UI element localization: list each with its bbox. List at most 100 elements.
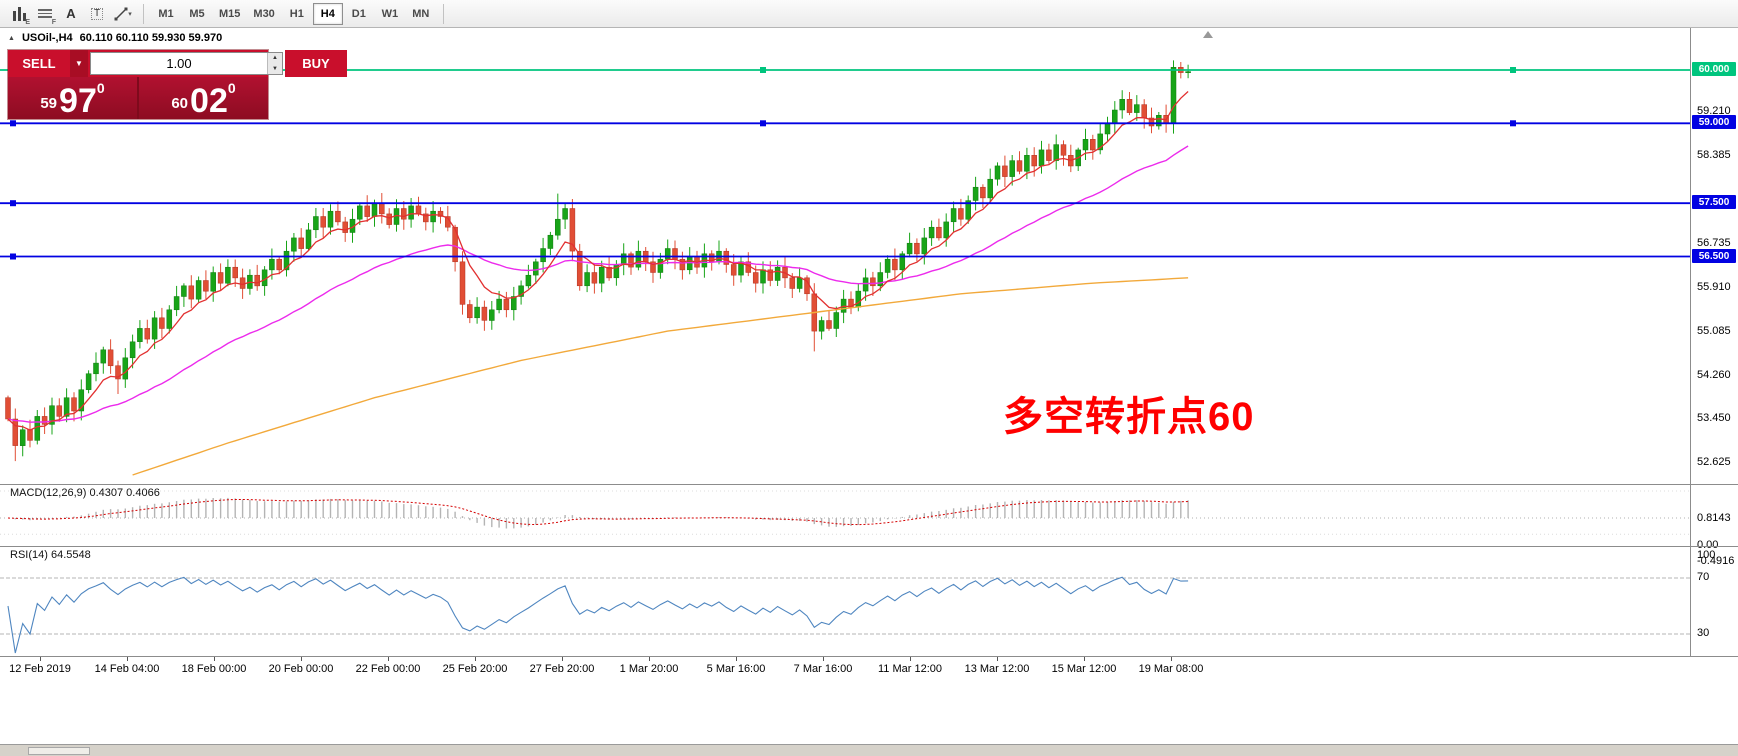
time-tick (1084, 657, 1085, 661)
timeframe-toolbar: M1 M5 M15 M30 H1 H4 D1 W1 MN (151, 2, 436, 25)
price-tick-label: 53.450 (1697, 412, 1731, 424)
price-tick-label: 59.210 (1697, 105, 1731, 117)
volume-input[interactable] (91, 53, 267, 74)
time-tick (997, 657, 998, 661)
rsi-scale-label: 70 (1697, 571, 1710, 583)
panel-separator[interactable] (0, 546, 1738, 547)
price-tick-label: 58.385 (1697, 149, 1731, 161)
chart-shift-marker-icon[interactable] (1203, 31, 1213, 38)
time-tick (127, 657, 128, 661)
price-line-badge: 57.500 (1692, 195, 1736, 209)
toolbar-separator (143, 3, 144, 24)
macd-header: MACD(12,26,9) 0.4307 0.4066 (10, 487, 160, 499)
price-line-badge: 56.500 (1692, 249, 1736, 263)
price-line-badge: 60.000 (1692, 62, 1736, 76)
timeframe-button-m5[interactable]: M5 (182, 3, 212, 25)
candlestick-chart-icon[interactable]: E (6, 2, 32, 26)
price-scale[interactable]: 59.210 58.385 56.735 55.910 55.085 54.260 53.4… (1691, 28, 1738, 656)
time-tick (649, 657, 650, 661)
sell-button[interactable]: SELL (8, 50, 70, 77)
timeframe-button-m15[interactable]: M15 (213, 3, 246, 25)
rsi-indicator-chart[interactable] (0, 546, 1690, 656)
price-line-badge: 59.000 (1692, 115, 1736, 129)
time-axis-label: 12 Feb 2019 (9, 663, 71, 675)
time-tick (1171, 657, 1172, 661)
text-label-icon[interactable]: A (58, 2, 84, 26)
icon-sub-label: F (51, 18, 56, 26)
trade-prices-row: 59 97 0 60 02 0 (8, 77, 268, 119)
time-axis-label: 22 Feb 00:00 (355, 663, 421, 675)
diagonal-line-glyph (114, 7, 128, 20)
one-click-trading-panel: SELL ▼ ▲ ▼ BUY 59 97 0 60 02 0 (8, 50, 347, 119)
time-tick (214, 657, 215, 661)
rsi-scale-label: 30 (1697, 627, 1710, 639)
time-tick (475, 657, 476, 661)
time-axis-label: 7 Mar 16:00 (793, 663, 853, 675)
timeframe-button-m30[interactable]: M30 (247, 3, 280, 25)
buy-button[interactable]: BUY (285, 50, 347, 77)
time-tick (40, 657, 41, 661)
timeframe-button-h4[interactable]: H4 (312, 2, 343, 25)
trade-controls-row: SELL ▼ ▲ ▼ BUY (8, 50, 347, 77)
time-axis-label: 1 Mar 20:00 (619, 663, 679, 675)
status-bar-box (28, 747, 90, 755)
volume-dropdown-button[interactable]: ▼ (70, 50, 88, 77)
dropdown-caret-icon: ▾ (128, 10, 132, 18)
time-axis-label: 25 Feb 20:00 (442, 663, 508, 675)
time-axis-label: 15 Mar 12:00 (1051, 663, 1117, 675)
timeframe-button-mn[interactable]: MN (406, 3, 436, 25)
time-axis-label: 19 Mar 08:00 (1138, 663, 1204, 675)
line-list-icon[interactable]: F (32, 2, 58, 26)
volume-decrease-button[interactable]: ▼ (268, 63, 282, 74)
macd-scale-label: 0.8143 (1697, 512, 1731, 524)
icon-sub-label: E (25, 18, 30, 26)
text-box-icon[interactable]: T (84, 2, 110, 26)
price-tick-label: 52.625 (1697, 456, 1731, 468)
price-tick-label: 55.910 (1697, 281, 1731, 293)
lines-glyph (38, 9, 52, 18)
rsi-header: RSI(14) 64.5548 (10, 549, 91, 561)
volume-spinner: ▲ ▼ (267, 53, 282, 74)
draw-tool-icon[interactable]: ▾ (110, 2, 136, 26)
time-axis-label: 18 Feb 00:00 (181, 663, 247, 675)
candles-glyph (12, 6, 26, 21)
chart-annotation-text: 多空转折点60 (1003, 395, 1255, 439)
timeframe-button-h1[interactable]: H1 (282, 3, 312, 25)
candlestick-chart[interactable] (0, 28, 1690, 484)
status-bar (0, 744, 1738, 756)
one-click-toggle-icon[interactable]: ▲ (8, 34, 15, 42)
price-scale-separator (1690, 28, 1691, 656)
chart-ohlc-header: ▲ USOil-,H4 60.110 60.110 59.930 59.970 (8, 32, 222, 44)
time-tick (823, 657, 824, 661)
rsi-scale-label: 100 (1697, 549, 1716, 561)
time-axis-label: 27 Feb 20:00 (529, 663, 595, 675)
price-tick-label: 55.085 (1697, 325, 1731, 337)
time-tick (562, 657, 563, 661)
macd-scale-label: 0.00 (1697, 539, 1719, 551)
panel-separator[interactable] (0, 484, 1738, 485)
price-tick-label: 56.735 (1697, 237, 1731, 249)
time-tick (388, 657, 389, 661)
bid-price[interactable]: 59 97 0 (8, 77, 137, 119)
volume-field: ▲ ▼ (90, 52, 283, 75)
timeframe-button-m1[interactable]: M1 (151, 3, 181, 25)
time-axis-label: 5 Mar 16:00 (706, 663, 766, 675)
time-axis[interactable]: 12 Feb 2019 14 Feb 04:00 18 Feb 00:00 20 Fe… (0, 656, 1738, 680)
time-axis-label: 13 Mar 12:00 (964, 663, 1030, 675)
time-axis-label: 11 Mar 12:00 (877, 663, 943, 675)
volume-increase-button[interactable]: ▲ (268, 53, 282, 64)
time-tick (736, 657, 737, 661)
toolbar: E F A T ▾ M1 M5 M15 M30 H1 H4 D1 W1 MN (0, 0, 1738, 28)
macd-indicator-chart[interactable] (0, 484, 1690, 546)
time-axis-label: 14 Feb 04:00 (94, 663, 160, 675)
symbol-label: USOil-,H4 (21, 32, 73, 44)
toolbar-separator (442, 3, 444, 24)
macd-scale-label: -0.4916 (1697, 555, 1735, 567)
ask-price[interactable]: 60 02 0 (139, 77, 268, 119)
ohlc-values: 60.110 60.110 59.930 59.970 (79, 32, 223, 44)
timeframe-button-d1[interactable]: D1 (344, 3, 374, 25)
price-tick-label: 54.260 (1697, 369, 1731, 381)
timeframe-button-w1[interactable]: W1 (375, 3, 405, 25)
time-axis-label: 20 Feb 00:00 (268, 663, 334, 675)
